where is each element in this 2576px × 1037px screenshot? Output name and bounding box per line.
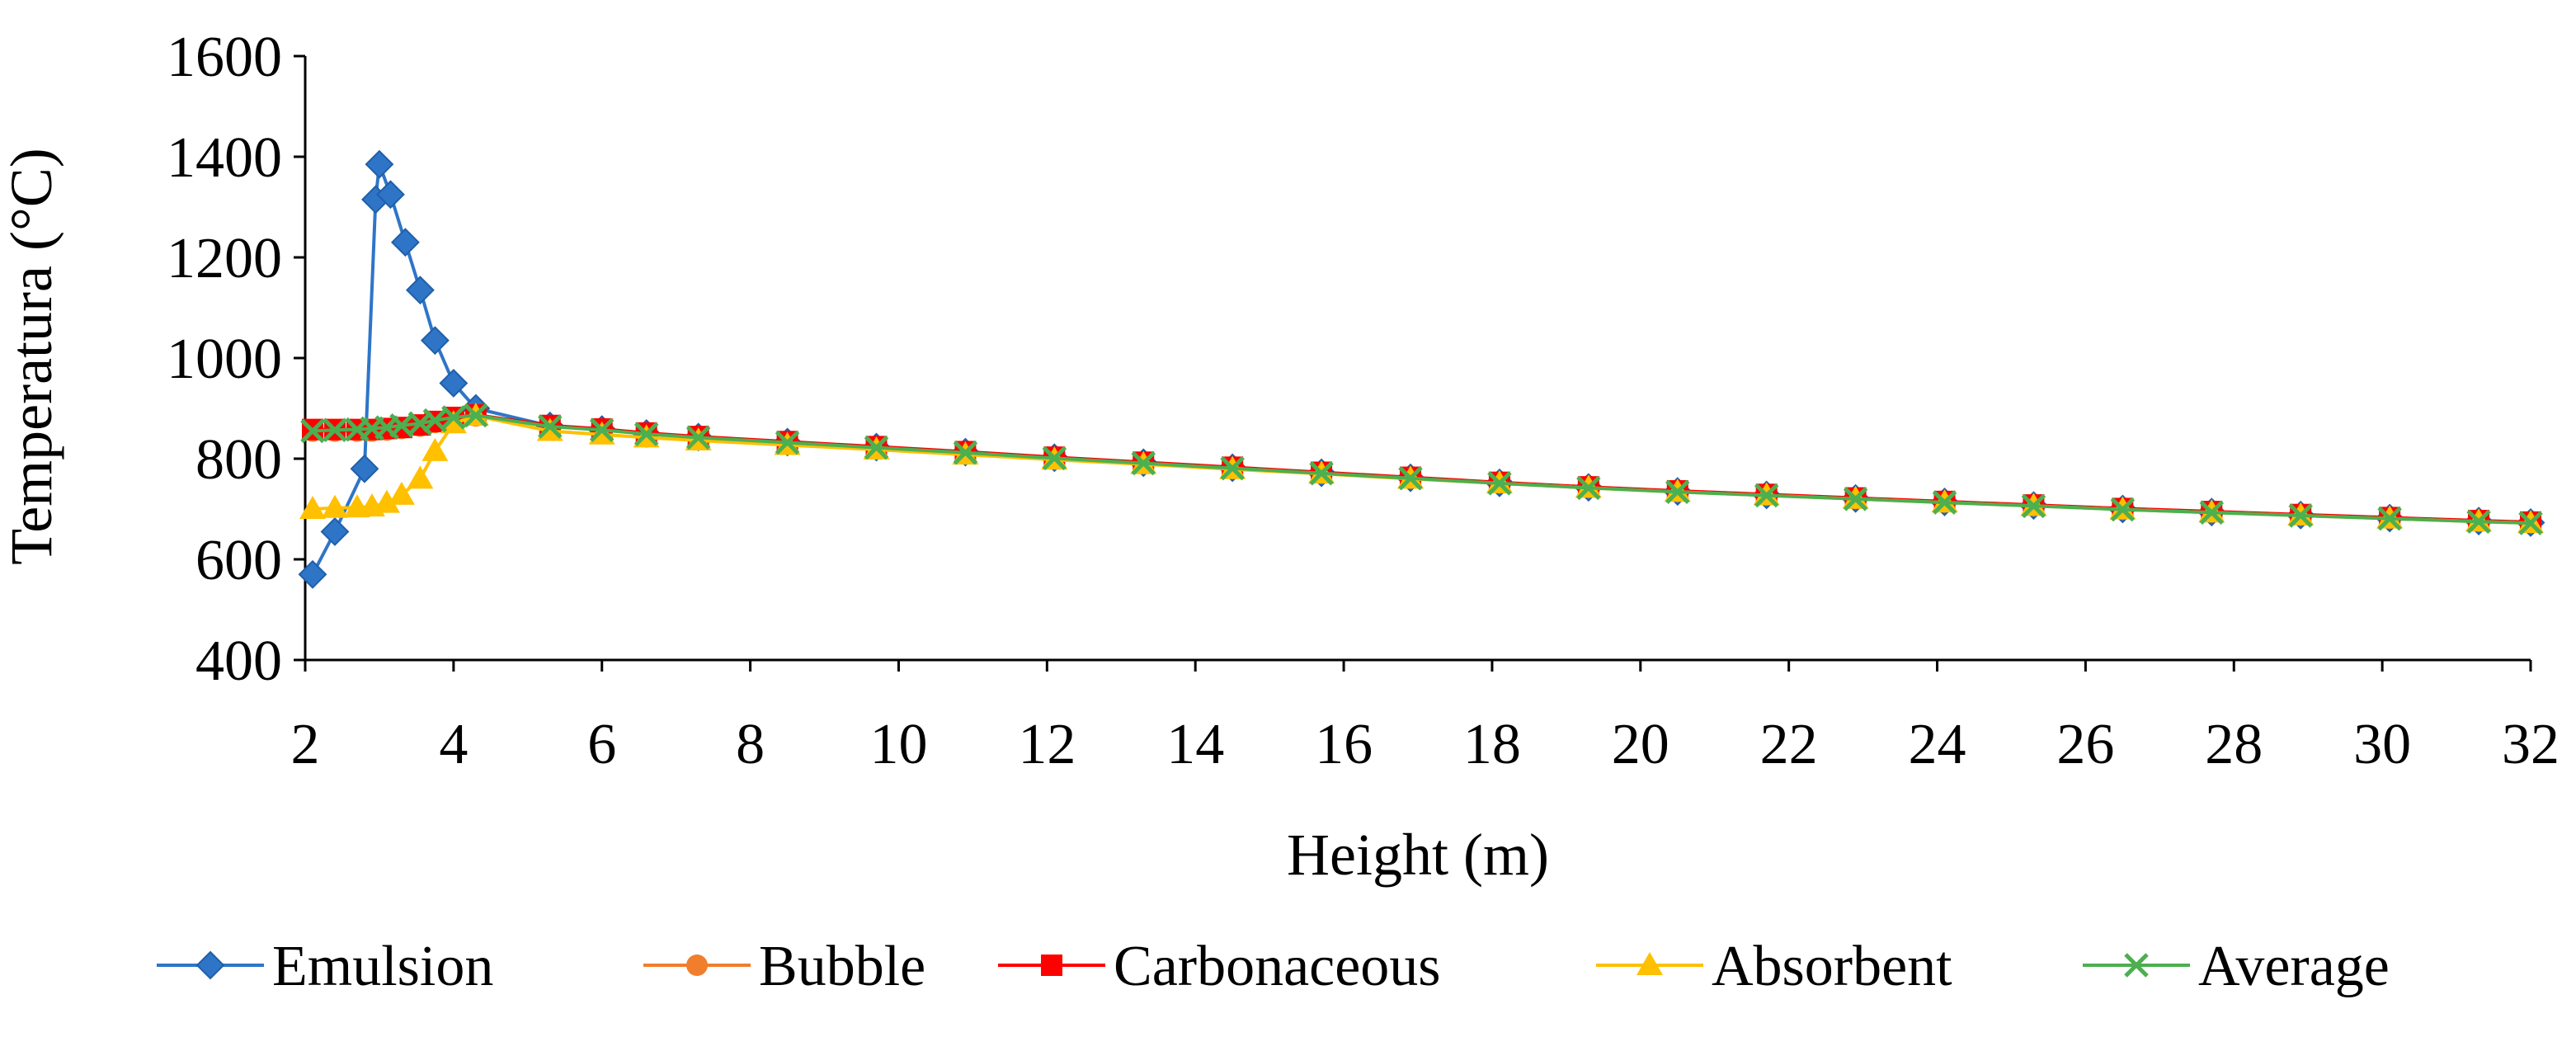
data-point-emulsion <box>350 454 379 483</box>
legend-label-absorbent: Absorbent <box>1712 935 1952 998</box>
legend-item-carbonaceous: Carbonaceous <box>998 935 1441 998</box>
legend-label-average: Average <box>2198 935 2390 998</box>
y-tick-label: 400 <box>195 629 282 693</box>
data-point-average <box>2288 503 2313 528</box>
x-tick-label: 2 <box>291 713 320 776</box>
legend-item-emulsion: Emulsion <box>157 935 493 998</box>
legend-item-bubble: Bubble <box>643 935 925 998</box>
x-tick-label: 4 <box>439 713 468 776</box>
data-point-average <box>1754 483 1779 508</box>
data-point-average <box>685 425 711 450</box>
x-tick-label: 28 <box>2205 713 2263 776</box>
data-point-average <box>1309 460 1334 486</box>
x-tick-label: 14 <box>1166 713 1224 776</box>
series-layer <box>298 149 2545 589</box>
legend-label-carbonaceous: Carbonaceous <box>1114 935 1441 998</box>
data-point-average <box>775 430 800 455</box>
data-point-average <box>422 408 448 433</box>
data-point-average <box>2466 509 2491 535</box>
data-point-emulsion <box>298 559 327 589</box>
y-tick-label: 800 <box>195 428 282 492</box>
legend: Emulsion Bubble Carbonaceous Absorbent Avera… <box>157 935 2390 998</box>
y-axis-title: Temperatura (°C) <box>0 148 64 565</box>
data-point-absorbent <box>321 494 348 518</box>
legend-marker-absorbent <box>1636 952 1663 975</box>
data-point-absorbent <box>407 465 434 489</box>
data-point-average <box>441 405 466 430</box>
data-point-emulsion <box>320 517 350 546</box>
data-point-absorbent <box>299 496 326 519</box>
x-tick-label: 26 <box>2056 713 2114 776</box>
data-point-average <box>323 417 347 442</box>
x-axis-title: Height (m) <box>1287 822 1549 888</box>
x-tick-label: 16 <box>1315 713 1373 776</box>
legend-label-bubble: Bubble <box>759 935 925 998</box>
x-tick-label: 20 <box>1612 713 1669 776</box>
data-point-absorbent <box>421 437 449 461</box>
data-point-emulsion <box>439 369 469 398</box>
data-point-absorbent <box>373 489 400 513</box>
data-point-average <box>1398 466 1423 491</box>
legend-marker-emulsion <box>195 950 225 980</box>
legend-marker-bubble <box>686 955 708 976</box>
data-point-emulsion <box>420 326 450 356</box>
data-point-emulsion <box>376 180 405 210</box>
data-point-average <box>1843 487 1868 511</box>
data-point-average <box>1131 450 1156 476</box>
data-point-average <box>2199 500 2225 526</box>
data-point-average <box>2377 506 2402 531</box>
data-point-average <box>1042 445 1067 471</box>
data-point-average <box>633 422 659 446</box>
data-point-emulsion <box>365 149 394 179</box>
x-tick-label: 22 <box>1760 713 1818 776</box>
x-tick-label: 30 <box>2353 713 2411 776</box>
legend-label-emulsion: Emulsion <box>272 935 493 998</box>
y-tick-label: 1200 <box>167 227 282 290</box>
legend-item-absorbent: Absorbent <box>1596 935 1952 998</box>
x-tick-label: 32 <box>2502 713 2560 776</box>
data-point-average <box>1487 471 1512 496</box>
data-point-average <box>2518 511 2543 535</box>
data-point-average <box>953 440 978 465</box>
x-tick-label: 8 <box>736 713 765 776</box>
data-point-average <box>1932 490 1957 515</box>
y-tick-label: 1600 <box>167 26 282 89</box>
data-point-average <box>2021 493 2046 519</box>
data-point-absorbent <box>440 410 467 434</box>
x-tick-label: 6 <box>587 713 616 776</box>
x-tick-label: 24 <box>1909 713 1966 776</box>
data-point-average <box>589 417 615 442</box>
data-point-emulsion <box>405 276 435 305</box>
data-point-average <box>464 403 488 428</box>
x-tick-label: 12 <box>1018 713 1076 776</box>
data-point-average <box>1665 479 1690 505</box>
legend-marker-average <box>2124 953 2149 978</box>
y-tick-label: 600 <box>195 529 282 592</box>
data-point-average <box>300 418 325 444</box>
data-point-average <box>538 414 563 439</box>
legend-marker-carbonaceous <box>1041 955 1062 976</box>
x-tick-label: 18 <box>1463 713 1521 776</box>
legend-item-average: Average <box>2083 935 2390 998</box>
y-tick-label: 1400 <box>167 126 282 190</box>
data-point-average <box>2110 497 2136 522</box>
data-point-average <box>1220 455 1245 481</box>
data-point-average <box>1576 475 1601 501</box>
y-tick-label: 1000 <box>167 328 282 391</box>
data-point-absorbent <box>388 481 415 505</box>
data-point-average <box>864 435 889 460</box>
data-point-emulsion <box>390 228 420 257</box>
series-average <box>300 403 2543 535</box>
x-tick-label: 10 <box>869 713 927 776</box>
